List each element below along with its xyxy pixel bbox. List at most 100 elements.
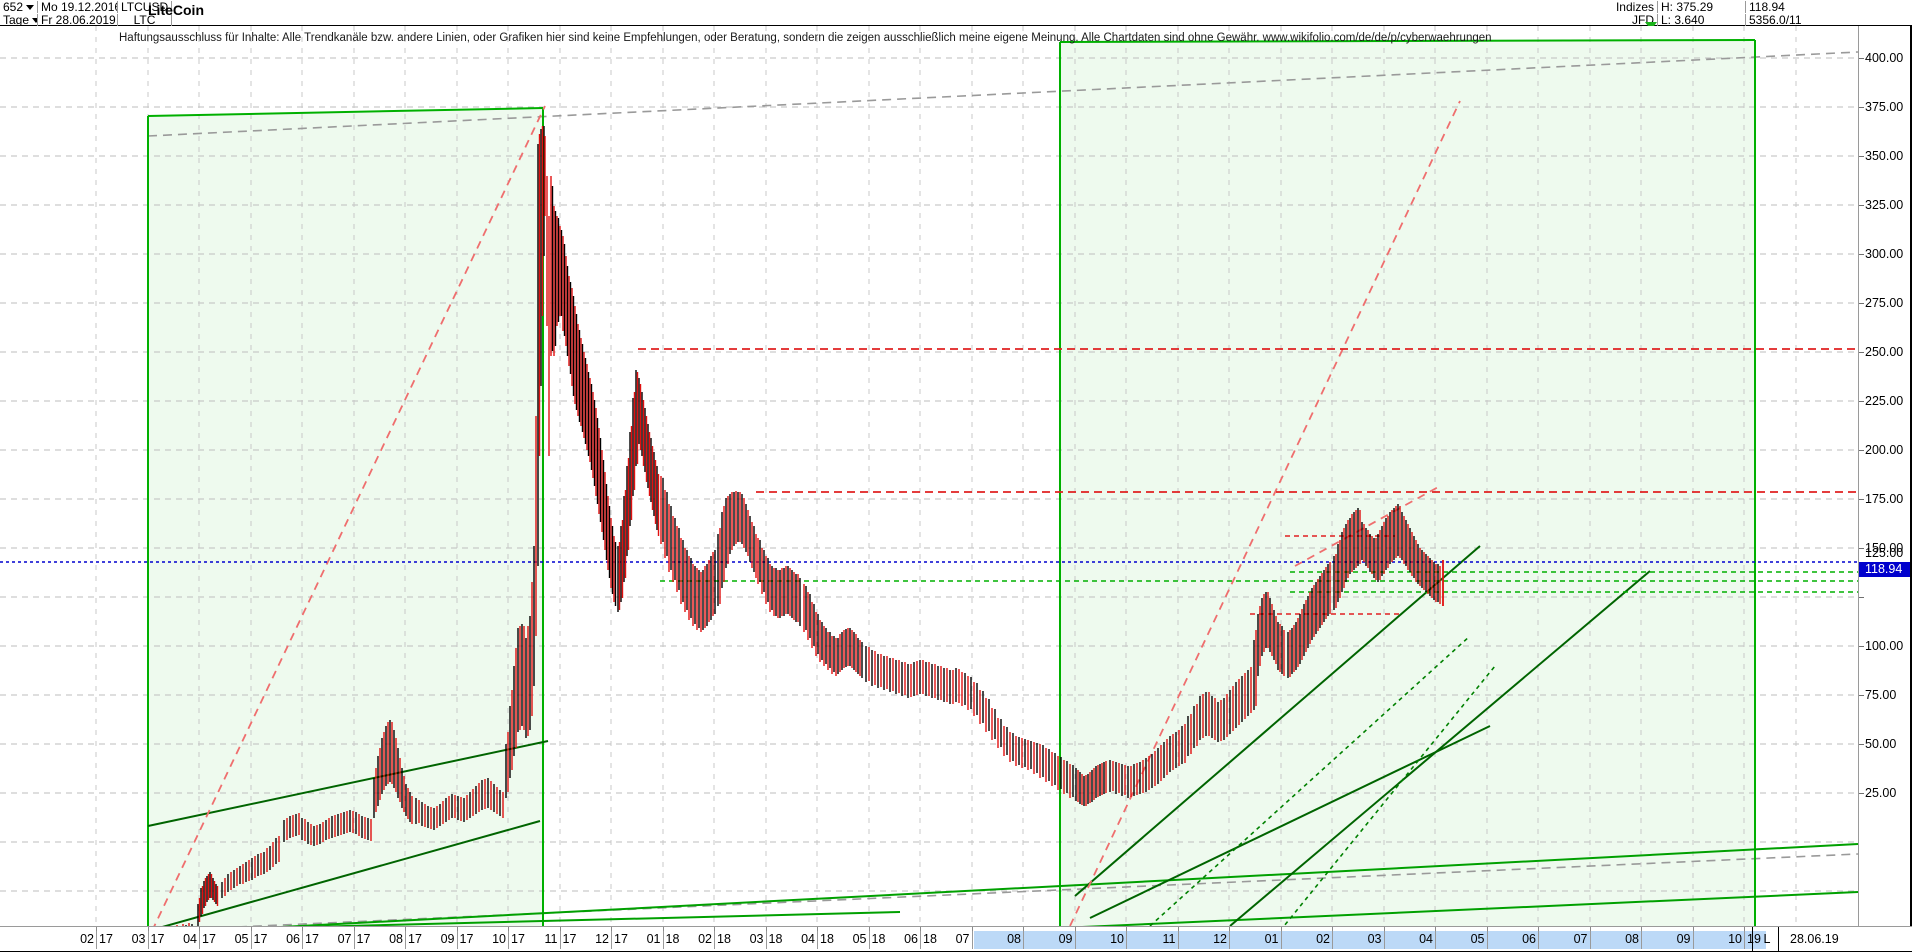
date-year-label[interactable]: 18 <box>868 931 891 949</box>
date-axis[interactable]: 02 17 03 17 04 17 05 17 06 17 07 17 08 17 09 17 10 17 11 17… <box>0 926 1912 952</box>
date-tick <box>1332 927 1333 932</box>
date-year-label[interactable]: 17 <box>353 931 376 949</box>
date-tick <box>1692 927 1694 932</box>
date-tick <box>1538 927 1539 932</box>
axis-end-date: 28.06.19 <box>1790 932 1839 946</box>
date-month-label[interactable]: 03 <box>749 932 764 946</box>
date-month-label[interactable]: 01 <box>1231 931 1281 949</box>
date-year-label[interactable]: 17 <box>405 931 427 949</box>
date-year-label[interactable]: 17 <box>250 931 273 949</box>
date-month-label[interactable]: 02 <box>80 932 94 946</box>
date-month-label[interactable]: 04 <box>183 932 197 946</box>
date-tick <box>1280 927 1282 932</box>
index-label: Indizes <box>1604 1 1658 13</box>
date-month-label[interactable]: 02 <box>1282 931 1332 949</box>
date-year-label[interactable]: 17 <box>611 931 633 949</box>
date-month-label[interactable]: 08 <box>973 931 1023 949</box>
top-toolbar: 652 Tage Mo 19.12.2016 Fr 28.06.2019 LTC… <box>0 0 1912 26</box>
date-year-label[interactable]: 18 <box>765 931 788 949</box>
date-tick <box>456 927 458 932</box>
date-month-label[interactable]: 06 <box>904 932 918 946</box>
symbol-short[interactable]: LTC <box>118 14 172 26</box>
date-month-label[interactable]: 08 <box>1591 931 1641 949</box>
chevron-down-icon <box>26 5 35 11</box>
axis-end-marker: L <box>1763 932 1771 946</box>
date-year-label[interactable]: 19 <box>1744 931 1766 949</box>
date-tick <box>1074 927 1076 932</box>
date-month-label[interactable]: 05 <box>852 932 867 946</box>
date-month-label[interactable]: 10 <box>1076 931 1126 949</box>
price-tick: 150.00 <box>1865 541 1904 555</box>
date-month-label[interactable]: 06 <box>286 932 300 946</box>
date-tick <box>817 927 818 932</box>
date-year-label[interactable]: 17 <box>456 931 479 949</box>
date-tick <box>405 927 406 932</box>
date-month-label[interactable]: 09 <box>440 932 455 946</box>
period-low: L: 3.640 <box>1658 14 1746 26</box>
date-tick <box>1744 927 1745 932</box>
date-to[interactable]: Fr 28.06.2019 <box>38 14 118 26</box>
date-year-label[interactable]: 18 <box>714 931 736 949</box>
date-tick <box>199 927 200 932</box>
date-tick <box>1177 927 1179 932</box>
date-from[interactable]: Mo 19.12.2016 <box>38 1 118 13</box>
date-year-label[interactable]: 17 <box>302 931 324 949</box>
price-tick: 50.00 <box>1865 737 1897 751</box>
date-month-label[interactable]: 02 <box>698 932 712 946</box>
date-month-label[interactable]: 12 <box>595 932 609 946</box>
channel-box-2 <box>1060 40 1755 926</box>
disclaimer-text: Haftungsausschluss für Inhalte: Alle Tre… <box>119 32 1492 44</box>
date-month-label[interactable]: 05 <box>1437 931 1487 949</box>
date-month-label[interactable]: 04 <box>1385 931 1435 949</box>
date-year-label[interactable]: 18 <box>920 931 942 949</box>
date-year-label[interactable]: 17 <box>199 931 221 949</box>
date-month-label[interactable]: 07 <box>955 932 970 946</box>
date-month-label[interactable]: 10 <box>492 932 506 946</box>
date-month-label[interactable]: 07 <box>1540 931 1590 949</box>
dark-green-trendlines-2 <box>1149 635 1496 926</box>
date-month-label[interactable]: 03 <box>1334 931 1384 949</box>
date-tick <box>250 927 252 932</box>
green-support-lines <box>280 843 1858 926</box>
date-year-label[interactable]: 17 <box>96 931 118 949</box>
date-year-label[interactable]: 17 <box>508 931 530 949</box>
date-month-label[interactable]: 07 <box>337 932 352 946</box>
date-month-label[interactable]: 03 <box>131 932 146 946</box>
price-tick: 25.00 <box>1865 786 1897 800</box>
date-month-label[interactable]: 06 <box>1488 931 1538 949</box>
price-tick: 275.00 <box>1865 296 1904 310</box>
date-month-label[interactable]: 09 <box>1025 931 1075 949</box>
date-month-label[interactable]: 01 <box>646 932 661 946</box>
bars-count-selector[interactable]: 652 <box>0 1 38 13</box>
date-month-label[interactable]: 10 <box>1694 931 1744 949</box>
date-month-label[interactable]: 11 <box>1128 931 1178 949</box>
date-month-label[interactable]: 12 <box>1179 931 1229 949</box>
date-month-label[interactable]: 09 <box>1643 931 1693 949</box>
date-year-label[interactable]: 18 <box>817 931 839 949</box>
price-tick: 200.00 <box>1865 443 1904 457</box>
red-small-levels <box>1250 535 1400 615</box>
symbol-code[interactable]: LTCUSD <box>118 1 172 13</box>
date-tick <box>1486 927 1488 932</box>
last-price: 118.94 <box>1749 1 1785 13</box>
date-year-label[interactable]: 18 <box>662 931 685 949</box>
date-tick <box>1229 927 1230 932</box>
date-year-label[interactable]: 17 <box>147 931 170 949</box>
price-tick: 325.00 <box>1865 198 1904 212</box>
date-month-label[interactable]: 04 <box>801 932 815 946</box>
instrument-title: LiteCoin <box>148 2 204 18</box>
price-tick: 250.00 <box>1865 345 1904 359</box>
date-month-label[interactable]: 05 <box>234 932 249 946</box>
chart-plot-area[interactable] <box>0 26 1858 926</box>
price-tick: 125.00 <box>1865 546 1904 560</box>
interval-selector[interactable]: Tage <box>0 14 38 26</box>
current-price-value: 118.94 <box>1865 562 1903 576</box>
date-tick <box>971 927 973 932</box>
price-candlesticks <box>170 126 1444 926</box>
date-year-label[interactable]: 17 <box>559 931 582 949</box>
date-month-label[interactable]: 11 <box>544 932 558 946</box>
price-tick: 300.00 <box>1865 247 1904 261</box>
date-month-label[interactable]: 08 <box>389 932 403 946</box>
price-axis[interactable]: 400.00 375.00 350.00 325.00 300.00 275.0… <box>1858 26 1912 926</box>
dark-green-trendlines <box>147 545 1651 926</box>
